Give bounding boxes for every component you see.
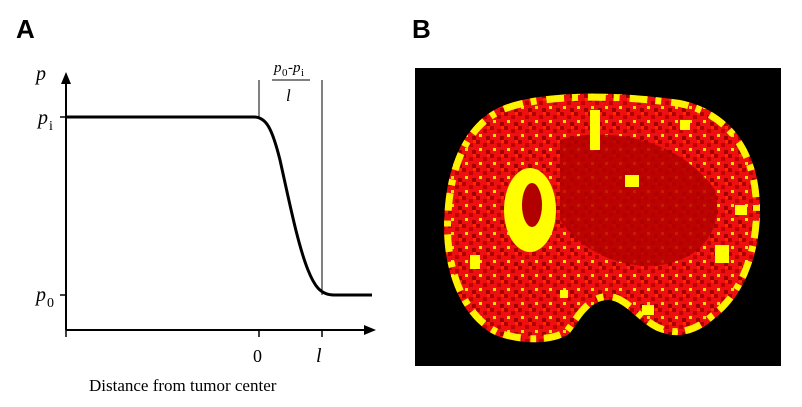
p0-label-sub: 0 (47, 296, 54, 311)
panel-b-label: B (412, 14, 431, 44)
x-tick-label-0: 0 (253, 346, 262, 366)
slope-num-minus: - (288, 60, 293, 76)
pi-label-sub: i (49, 119, 53, 134)
pressure-profile-curve (66, 115, 372, 297)
p0-label-base: p (34, 284, 46, 306)
x-axis-label: Distance from tumor center (89, 376, 277, 395)
slope-num-pi: p (292, 60, 301, 76)
slope-num-p0: p (273, 60, 282, 76)
slope-num-sub0: 0 (282, 67, 288, 79)
y-axis-arrow (61, 72, 71, 84)
x-tick-label-l: l (316, 345, 322, 367)
y-axis-symbol: p (34, 63, 46, 85)
pi-label-base: p (36, 107, 48, 129)
slope-num-subi: i (301, 67, 304, 79)
slope-denominator: l (286, 86, 291, 105)
tumor-core (522, 183, 542, 227)
panel-a-label: A (16, 14, 35, 44)
x-axis-arrow (364, 325, 376, 335)
